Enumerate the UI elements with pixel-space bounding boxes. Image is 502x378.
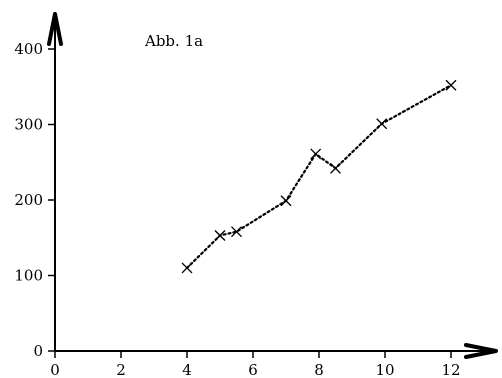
chart-title: Abb. 1a — [144, 32, 203, 50]
data-point-marker — [330, 162, 341, 174]
x-tick-label: 10 — [375, 361, 394, 378]
data-point-marker — [376, 118, 388, 130]
y-axis-arrow — [47, 12, 63, 46]
y-tick-label: 100 — [14, 267, 43, 285]
data-point-marker — [310, 148, 322, 160]
data-point-marker — [181, 262, 193, 274]
data-point-marker — [231, 226, 242, 238]
x-axis-arrow — [464, 343, 498, 359]
y-tick-label: 300 — [14, 116, 43, 134]
data-point-marker — [280, 195, 292, 207]
data-point-marker — [445, 79, 457, 91]
axes — [47, 12, 498, 359]
y-tick-label: 400 — [14, 40, 43, 58]
x-tick-label: 12 — [441, 361, 460, 378]
data-point-marker — [214, 230, 226, 241]
x-tick-label: 2 — [116, 361, 126, 378]
y-tick-label: 200 — [14, 191, 43, 209]
x-ticks: 0 2 4 6 8 10 12 — [50, 351, 461, 378]
y-tick-label: 0 — [33, 342, 43, 360]
x-tick-label: 6 — [248, 361, 258, 378]
x-tick-label: 0 — [50, 361, 60, 378]
series-group — [181, 79, 457, 274]
y-ticks: 0 100 200 300 400 — [14, 40, 55, 360]
x-tick-label: 4 — [182, 361, 192, 378]
x-tick-label: 8 — [314, 361, 324, 378]
series-line — [185, 84, 453, 270]
